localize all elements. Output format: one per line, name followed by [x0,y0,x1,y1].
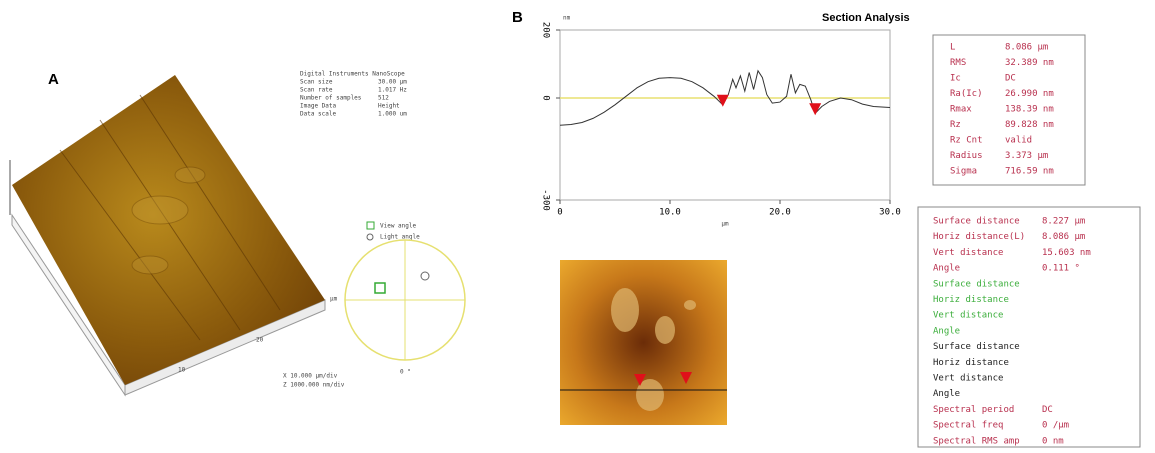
measure-key: Vert distance [933,248,1003,258]
measure-value: 8.227 µm [1042,217,1085,227]
x-tick-label: 20.0 [769,208,791,218]
topview-features [611,288,696,411]
plot-frame [559,29,891,201]
measure-key: Spectral freq [933,421,1003,431]
result-value: 3.373 µm [1005,151,1048,161]
surface-texture [59,94,281,341]
y-tick-label: 0 [541,95,551,100]
x-tick-label: 0 [557,208,562,218]
axis-unit: µm [330,296,338,303]
view-angle-marker [374,282,386,294]
result-value: 8.086 µm [1005,43,1048,53]
info-value: 30.00 µm [378,79,407,86]
measure-value: 0 nm [1042,436,1064,446]
measure-key: Spectral RMS amp [933,436,1020,446]
cursor [809,103,822,116]
legend-text: View angle [380,223,417,230]
scale-text: Z 1000.000 nm/div [283,382,345,389]
result-key: RMS [950,58,966,68]
cursor-marker [634,374,646,386]
measure-key: Angle [933,389,960,399]
measure-key: Surface distance [933,217,1020,227]
result-key: L [950,43,955,53]
info-value: Height [378,103,400,110]
result-key: Rz [950,120,961,130]
legend-icon [366,221,375,230]
measure-key: Horiz distance [933,358,1009,368]
info-key: Digital Instruments NanoScope [300,71,405,78]
axis-tick: 10 [178,367,186,374]
measure-key: Surface distance [933,279,1020,289]
result-value: DC [1005,74,1016,84]
info-key: Scan rate [300,87,333,94]
measurements-box [917,206,1141,448]
results-box [932,34,1086,186]
x-tick-label: 10.0 [659,208,681,218]
result-value: 716.59 nm [1005,167,1054,177]
info-value: 1.017 Hz [378,87,407,94]
y-tick-label: -300 [541,189,551,211]
x-label: µm [721,221,729,228]
result-value: 89.828 nm [1005,120,1054,130]
result-key: Rmax [950,105,972,115]
angle-text: 0 ° [400,369,411,376]
info-key: Image Data [300,103,337,110]
chart-title: Section Analysis [822,12,910,24]
result-key: Sigma [950,167,977,177]
result-value: 32.389 nm [1005,58,1054,68]
measure-key: Spectral period [933,405,1014,415]
panel-label: A [48,71,59,88]
measure-key: Vert distance [933,374,1003,384]
info-key: Scan size [300,79,333,86]
result-key: Radius [950,151,983,161]
result-value: 26.990 nm [1005,89,1054,99]
measure-key: Angle [933,264,960,274]
light-angle-marker [420,271,430,281]
measure-value: 8.086 µm [1042,232,1085,242]
cursor [716,94,729,107]
y-unit: nm [563,15,571,22]
measure-key: Horiz distance(L) [933,232,1025,242]
info-value: 512 [378,95,389,102]
afm-surface [12,75,325,385]
y-tick-label: 200 [541,22,551,38]
measure-key: Surface distance [933,342,1020,352]
result-value: valid [1005,136,1032,146]
section-chart: Section Analysis nm µm -300 0 200 0 10.0 20.0 30.… [541,12,910,228]
x-tick-label: 30.0 [879,208,901,218]
result-key: Ic [950,74,961,84]
measure-value: DC [1042,405,1053,415]
legend-icon [366,233,374,241]
result-key: Rz Cnt [950,136,983,146]
side-wall [124,299,326,396]
results-table: L 8.086 µm RMS 32.389 nm Ic DC Ra(Ic) 26.990 nm… [950,43,1054,177]
measure-key: Horiz distance [933,295,1009,305]
axis-tick: 20 [256,337,264,344]
cursor-marker [680,372,692,384]
measure-key: Vert distance [933,311,1003,321]
measure-value: 15.603 nm [1042,248,1091,258]
measurements-table: Surface distance 8.227 µm Horiz distance(L… [933,217,1091,447]
measure-value: 0.111 ° [1042,264,1080,274]
measure-key: Angle [933,326,960,336]
legend-text: Light angle [380,234,420,241]
scale-text: X 10.000 µm/div [283,373,338,380]
info-key: Data scale [300,111,337,118]
result-key: Ra(Ic) [950,89,983,99]
panel-label: B [512,9,523,26]
measure-value: 0 /µm [1042,421,1069,431]
info-value: 1.000 um [378,111,407,118]
result-value: 138.39 nm [1005,105,1054,115]
info-key: Number of samples [300,95,362,102]
